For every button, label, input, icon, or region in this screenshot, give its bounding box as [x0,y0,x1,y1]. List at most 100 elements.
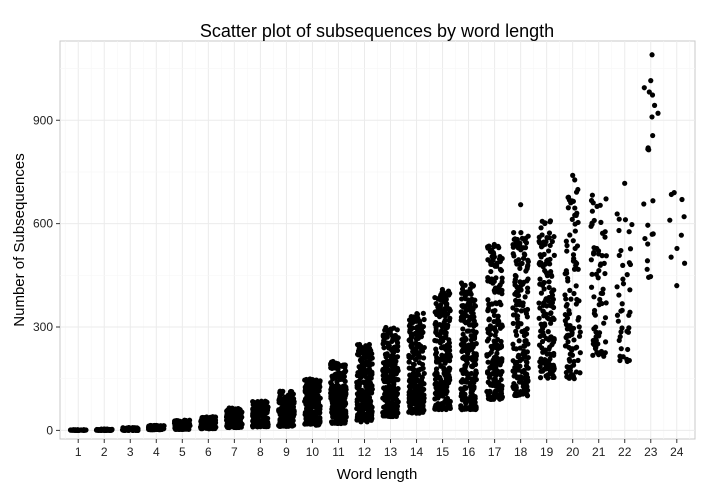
data-point [567,287,573,293]
data-point [446,337,452,343]
data-point [291,400,297,406]
data-point [392,334,398,340]
data-point [545,257,551,263]
data-point [341,363,347,369]
data-point [540,368,546,374]
data-point [517,345,523,351]
data-point [539,338,546,345]
data-point [458,280,465,286]
data-point [447,347,453,354]
data-point [487,365,493,371]
data-point [487,331,494,338]
data-point [549,238,555,245]
data-point [602,270,608,277]
data-point [486,317,492,323]
data-point [438,345,445,351]
data-point [551,234,557,240]
data-point [572,221,578,227]
data-point [413,356,419,362]
data-point [235,411,242,417]
data-point [361,379,367,386]
data-point [537,262,543,268]
data-point [516,287,522,294]
data-point [459,290,465,296]
data-point [460,355,466,361]
data-point [622,217,629,223]
data-point [495,346,501,352]
data-point [546,284,552,291]
data-point [492,388,499,394]
data-point [103,426,109,433]
data-point [576,298,582,304]
data-point [618,308,624,314]
data-point [549,300,556,306]
data-point [223,417,230,423]
data-point [304,384,310,390]
data-point [513,328,519,334]
data-point [567,351,573,357]
data-point [442,355,449,361]
data-point [224,412,230,419]
data-point [468,333,474,339]
data-point [625,329,632,335]
data-point [571,337,577,343]
data-point [645,145,651,151]
data-point [620,281,627,287]
data-point [596,268,602,274]
data-point [485,359,491,365]
data-point [470,283,476,289]
x-axis-ticks: 1 2 3 4 5 6 7 8 9 10 11 12 13 14 15 16 17 18 19 20 21 22 23 24 [75,439,684,459]
x-tick-label: 24 [670,445,684,459]
data-point [394,347,401,354]
data-point [291,422,297,428]
data-point [573,369,579,375]
data-point [468,346,474,352]
data-point [234,423,241,429]
data-point [433,369,439,375]
data-point [546,358,552,364]
data-point [407,327,413,333]
data-point [359,359,365,365]
data-point [161,423,167,429]
data-point [649,114,655,120]
data-point [263,402,269,408]
data-point [497,325,503,331]
data-point [466,322,473,328]
data-point [563,238,569,244]
data-point [121,427,127,433]
data-point [511,381,517,387]
data-point [624,358,630,365]
data-point [212,414,218,420]
data-point [536,300,542,306]
data-point [642,235,648,242]
data-point [365,417,371,423]
data-point [629,221,635,228]
data-point [568,296,574,302]
data-point [460,370,466,376]
data-point [343,390,349,396]
data-point [525,276,531,282]
data-point [538,244,545,250]
data-point [524,393,530,399]
data-point [616,227,622,234]
data-point [542,322,548,328]
data-point [392,388,398,394]
data-point [563,321,569,328]
data-point [541,286,547,292]
data-point [432,404,438,410]
data-point [357,396,363,402]
data-point [485,326,491,332]
data-point [250,417,256,423]
data-point [440,338,446,344]
data-point [341,414,348,420]
data-point [406,359,412,365]
data-point [627,261,634,268]
data-point [446,344,453,350]
data-point [464,328,470,334]
data-point [288,388,294,395]
data-point [565,194,572,200]
data-point [496,283,502,289]
data-point [603,253,609,259]
data-point [618,247,624,254]
data-point [544,234,550,241]
